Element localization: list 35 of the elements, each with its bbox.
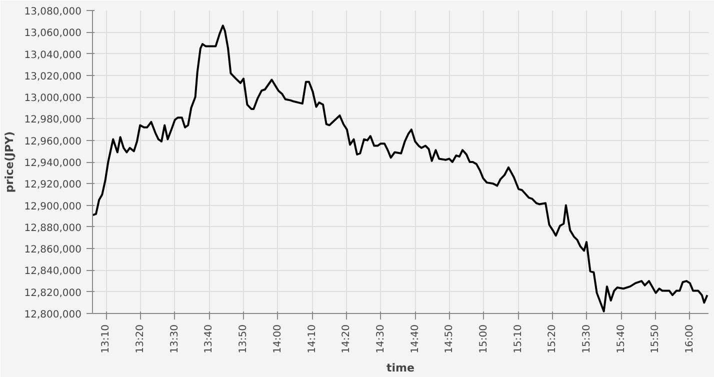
y-axis-title: price(JPY) [3,131,16,193]
y-tick-label: 13,040,000 [24,50,82,61]
y-tick-label: 13,060,000 [24,28,82,40]
x-tick-label: 14:40 [410,324,421,354]
y-tick-label: 12,800,000 [24,310,82,320]
x-tick-label: 14:10 [306,324,318,354]
x-tick-label: 14:50 [444,324,456,354]
x-tick-label: 13:40 [204,324,215,354]
x-tick-label: 15:20 [547,324,558,354]
y-tick-label: 13,000,000 [24,93,82,104]
y-tick-label: 12,900,000 [24,201,82,212]
y-tick-label: 12,980,000 [24,114,82,126]
x-tick-label: 13:30 [169,324,180,354]
y-tick-label: 12,920,000 [24,180,82,191]
x-tick-label: 15:30 [581,324,592,354]
y-tick-label: 12,840,000 [24,266,82,278]
x-tick-label: 13:50 [238,324,250,354]
y-tick-label: 13,080,000 [24,6,82,18]
x-tick-label: 15:50 [650,324,662,354]
x-tick-label: 13:10 [100,324,112,354]
x-tick-label: 15:10 [512,324,524,354]
x-tick-label: 14:30 [375,324,386,354]
x-tick-label: 15:40 [616,324,627,354]
x-tick-label: 14:00 [272,324,284,354]
y-tick-label: 12,860,000 [24,244,82,256]
x-tick-label: 13:20 [135,324,146,354]
y-tick-label: 12,880,000 [24,222,82,234]
x-tick-label: 15:00 [478,324,490,354]
y-tick-label: 12,940,000 [24,158,82,169]
x-tick-label: 14:20 [341,324,352,354]
y-tick-label: 13,020,000 [24,71,82,82]
x-axis-title: time [386,361,414,374]
x-tick-label: 16:00 [684,324,696,354]
y-tick-label: 12,960,000 [24,136,82,148]
y-tick-label: 12,820,000 [24,288,82,299]
